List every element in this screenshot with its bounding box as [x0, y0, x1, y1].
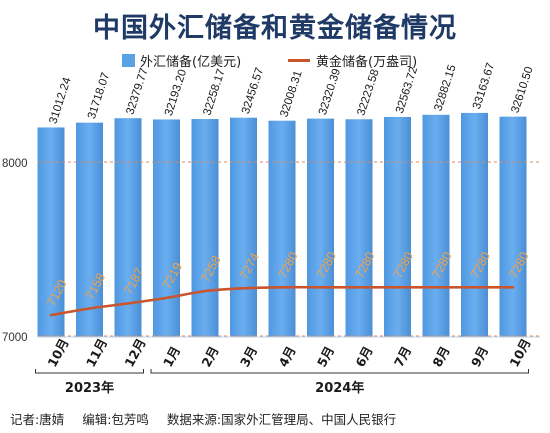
x-tick-label: 8月: [429, 344, 452, 370]
legend-label-gold: 黄金储备(万盎司): [316, 54, 418, 70]
bar-data-label: 32193.20: [163, 68, 189, 117]
bar-data-label: 32882.15: [432, 63, 458, 112]
bar-data-label: 32008.31: [278, 69, 304, 118]
bar-forex: [268, 120, 296, 337]
year-group-label: 2023年: [65, 380, 114, 396]
bar-forex: [230, 117, 257, 338]
bar-forex: [114, 118, 142, 337]
legend-item-gold: 黄金储备(万盎司): [288, 50, 417, 70]
footer-editor: 编辑:包芳鸣: [82, 412, 149, 427]
x-tick-label: 10月: [506, 336, 533, 369]
gold-axis-tick-label: 8000: [2, 158, 28, 170]
bar-data-label: 32320.39: [317, 67, 343, 116]
legend-swatch-gold: [288, 58, 310, 62]
bar-forex: [153, 119, 180, 337]
x-tick-label: 6月: [352, 344, 375, 370]
bar-data-label: 32258.17: [201, 68, 227, 117]
footer-reporter: 记者:唐婧: [10, 412, 65, 427]
legend-item-forex: 外汇储备(亿美元): [122, 50, 241, 70]
footer-source: 数据来源:国家外汇管理局、中国人民银行: [166, 412, 397, 427]
bar-forex: [422, 114, 450, 337]
x-tick-label: 10月: [44, 336, 71, 369]
year-bracket: [150, 369, 529, 374]
gold-line: [49, 285, 515, 317]
legend-swatch-forex: [122, 53, 135, 67]
year-group-label: 2024年: [315, 380, 364, 396]
bar-data-label: 31718.07: [86, 71, 112, 120]
x-tick-label: 5月: [314, 344, 337, 370]
bar-forex: [307, 118, 334, 337]
bar-data-label: 32379.77: [124, 67, 150, 116]
bar-data-label: 32223.58: [355, 68, 381, 117]
x-tick-label: 7月: [391, 344, 414, 370]
bar-data-label: 32563.72: [394, 66, 420, 115]
bar-data-label: 31012.24: [47, 75, 73, 125]
x-tick-label: 1月: [160, 344, 183, 370]
x-tick-label: 11月: [83, 336, 110, 369]
legend-label-forex: 外汇储备(亿美元): [140, 54, 242, 70]
chart-title: 中国外汇储备和黄金储备情况: [93, 13, 457, 44]
legend: 外汇储备(亿美元) 黄金储备(万盎司): [0, 50, 550, 70]
bar-data-label: 33163.67: [471, 62, 497, 111]
x-tick-label: 12月: [121, 336, 148, 369]
bar-forex: [76, 122, 103, 337]
bar-forex: [499, 116, 527, 337]
year-bracket: [35, 369, 144, 374]
bar-forex: [384, 116, 411, 337]
x-tick-label: 2月: [198, 344, 221, 370]
x-tick-label: 4月: [275, 344, 298, 370]
bar-forex: [461, 112, 488, 337]
footer: 记者:唐婧 编辑:包芳鸣 数据来源:国家外汇管理局、中国人民银行: [10, 409, 410, 428]
bar-forex: [345, 119, 373, 337]
x-tick-label: 3月: [237, 344, 260, 370]
bar-data-label: 32456.57: [240, 66, 266, 115]
x-tick-label: 9月: [468, 344, 491, 370]
bar-data-label: 32610.50: [509, 65, 535, 114]
bar-forex: [191, 119, 219, 337]
gold-axis-tick-label: 7000: [2, 332, 28, 344]
